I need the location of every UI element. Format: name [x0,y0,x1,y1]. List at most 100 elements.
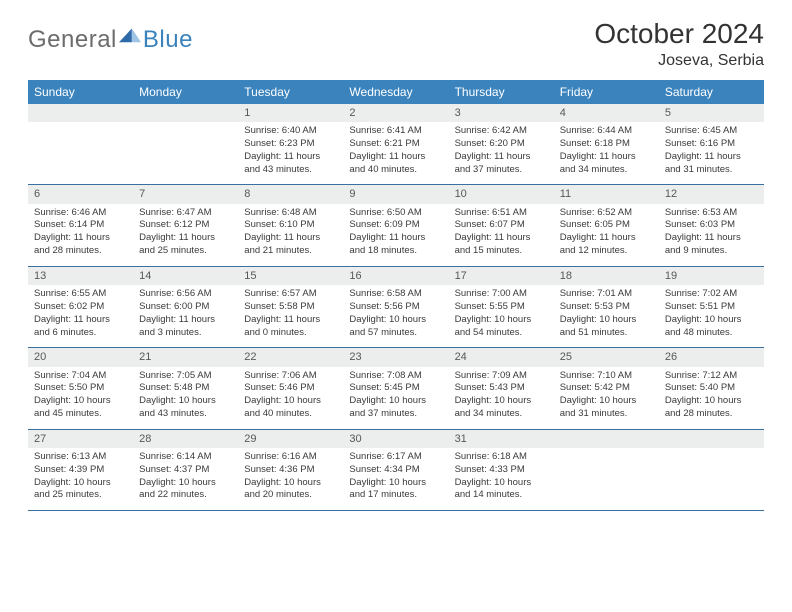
sunrise-text: Sunrise: 7:05 AM [139,370,232,383]
sunrise-text: Sunrise: 6:47 AM [139,207,232,220]
daylight-text: Daylight: 11 hours and 9 minutes. [665,232,758,258]
day-cell: 21 Sunrise: 7:05 AMSunset: 5:48 PMDayligh… [133,348,238,428]
daynum-band: 25 [554,348,659,366]
daynum-band: 12 [659,185,764,203]
daynum-band: 21 [133,348,238,366]
sunrise-text: Sunrise: 6:52 AM [560,207,653,220]
sunset-text: Sunset: 4:37 PM [139,464,232,477]
triangle-icon [119,25,141,43]
sunset-text: Sunset: 5:51 PM [665,301,758,314]
sunrise-text: Sunrise: 6:16 AM [244,451,337,464]
sunrise-text: Sunrise: 7:04 AM [34,370,127,383]
daynum-band: 11 [554,185,659,203]
dow-header-row: Sunday Monday Tuesday Wednesday Thursday… [28,80,764,104]
daylight-text: Daylight: 10 hours and 54 minutes. [455,314,548,340]
daylight-text: Daylight: 11 hours and 40 minutes. [349,151,442,177]
day-body: Sunrise: 6:17 AMSunset: 4:34 PMDaylight:… [343,448,448,510]
daynum-band: 30 [343,430,448,448]
sunrise-text: Sunrise: 7:08 AM [349,370,442,383]
weeks-container: 1Sunrise: 6:40 AMSunset: 6:23 PMDaylight… [28,104,764,511]
daynum-band: 8 [238,185,343,203]
sunset-text: Sunset: 5:56 PM [349,301,442,314]
page: General Blue October 2024 Joseva, Serbia… [0,0,792,529]
day-cell: 15Sunrise: 6:57 AMSunset: 5:58 PMDayligh… [238,267,343,347]
dow-monday: Monday [133,80,238,104]
daynum-band: 19 [659,267,764,285]
sunset-text: Sunset: 5:46 PM [244,382,337,395]
day-cell: 29Sunrise: 6:16 AMSunset: 4:36 PMDayligh… [238,430,343,510]
sunrise-text: Sunrise: 6:56 AM [139,288,232,301]
day-cell [554,430,659,510]
daylight-text: Daylight: 10 hours and 31 minutes. [560,395,653,421]
daynum-band-empty [28,104,133,122]
sunset-text: Sunset: 6:14 PM [34,219,127,232]
sunrise-text: Sunrise: 7:02 AM [665,288,758,301]
day-cell: 6Sunrise: 6:46 AMSunset: 6:14 PMDaylight… [28,185,133,265]
day-body: Sunrise: 6:51 AMSunset: 6:07 PMDaylight:… [449,204,554,266]
day-body: Sunrise: 6:55 AMSunset: 6:02 PMDaylight:… [28,285,133,347]
daylight-text: Daylight: 11 hours and 34 minutes. [560,151,653,177]
day-body: Sunrise: 7:12 AMSunset: 5:40 PMDaylight:… [659,367,764,429]
daylight-text: Daylight: 10 hours and 20 minutes. [244,477,337,503]
week-row: 1Sunrise: 6:40 AMSunset: 6:23 PMDaylight… [28,104,764,185]
daynum-band: 7 [133,185,238,203]
sunset-text: Sunset: 4:34 PM [349,464,442,477]
daynum-band: 23 [343,348,448,366]
sunrise-text: Sunrise: 7:06 AM [244,370,337,383]
day-body: Sunrise: 6:18 AMSunset: 4:33 PMDaylight:… [449,448,554,510]
daylight-text: Daylight: 11 hours and 15 minutes. [455,232,548,258]
day-cell: 11Sunrise: 6:52 AMSunset: 6:05 PMDayligh… [554,185,659,265]
daylight-text: Daylight: 10 hours and 28 minutes. [665,395,758,421]
sunset-text: Sunset: 6:23 PM [244,138,337,151]
sunrise-text: Sunrise: 6:40 AM [244,125,337,138]
daylight-text: Daylight: 10 hours and 22 minutes. [139,477,232,503]
sunset-text: Sunset: 5:58 PM [244,301,337,314]
daynum-band: 31 [449,430,554,448]
day-cell [659,430,764,510]
daynum-band-empty [554,430,659,448]
calendar: Sunday Monday Tuesday Wednesday Thursday… [28,80,764,511]
day-body-empty [659,448,764,506]
sunset-text: Sunset: 6:10 PM [244,219,337,232]
daylight-text: Daylight: 10 hours and 57 minutes. [349,314,442,340]
sunset-text: Sunset: 6:12 PM [139,219,232,232]
daynum-band-empty [133,104,238,122]
day-cell: 19Sunrise: 7:02 AMSunset: 5:51 PMDayligh… [659,267,764,347]
sunset-text: Sunset: 6:07 PM [455,219,548,232]
dow-tuesday: Tuesday [238,80,343,104]
day-cell: 17Sunrise: 7:00 AMSunset: 5:55 PMDayligh… [449,267,554,347]
sunrise-text: Sunrise: 6:57 AM [244,288,337,301]
daynum-band: 28 [133,430,238,448]
day-body: Sunrise: 7:04 AMSunset: 5:50 PMDaylight:… [28,367,133,429]
day-cell: 4Sunrise: 6:44 AMSunset: 6:18 PMDaylight… [554,104,659,184]
sunset-text: Sunset: 5:53 PM [560,301,653,314]
day-cell: 31Sunrise: 6:18 AMSunset: 4:33 PMDayligh… [449,430,554,510]
day-body: Sunrise: 6:57 AMSunset: 5:58 PMDaylight:… [238,285,343,347]
sunset-text: Sunset: 5:45 PM [349,382,442,395]
daynum-band: 4 [554,104,659,122]
daylight-text: Daylight: 11 hours and 18 minutes. [349,232,442,258]
sunset-text: Sunset: 4:36 PM [244,464,337,477]
sunset-text: Sunset: 5:42 PM [560,382,653,395]
sunset-text: Sunset: 4:39 PM [34,464,127,477]
daylight-text: Daylight: 11 hours and 28 minutes. [34,232,127,258]
daynum-band-empty [659,430,764,448]
daynum-band: 5 [659,104,764,122]
daylight-text: Daylight: 10 hours and 43 minutes. [139,395,232,421]
day-body: Sunrise: 6:48 AMSunset: 6:10 PMDaylight:… [238,204,343,266]
sunset-text: Sunset: 5:40 PM [665,382,758,395]
week-row: 13Sunrise: 6:55 AMSunset: 6:02 PMDayligh… [28,267,764,348]
sunset-text: Sunset: 5:43 PM [455,382,548,395]
day-cell: 27Sunrise: 6:13 AMSunset: 4:39 PMDayligh… [28,430,133,510]
sunrise-text: Sunrise: 6:53 AM [665,207,758,220]
sunset-text: Sunset: 5:48 PM [139,382,232,395]
daynum-band: 26 [659,348,764,366]
daylight-text: Daylight: 10 hours and 40 minutes. [244,395,337,421]
sunrise-text: Sunrise: 6:58 AM [349,288,442,301]
day-cell: 1Sunrise: 6:40 AMSunset: 6:23 PMDaylight… [238,104,343,184]
day-body-empty [133,122,238,180]
daynum-band: 16 [343,267,448,285]
sunrise-text: Sunrise: 7:12 AM [665,370,758,383]
location-label: Joseva, Serbia [594,52,764,70]
sunset-text: Sunset: 4:33 PM [455,464,548,477]
